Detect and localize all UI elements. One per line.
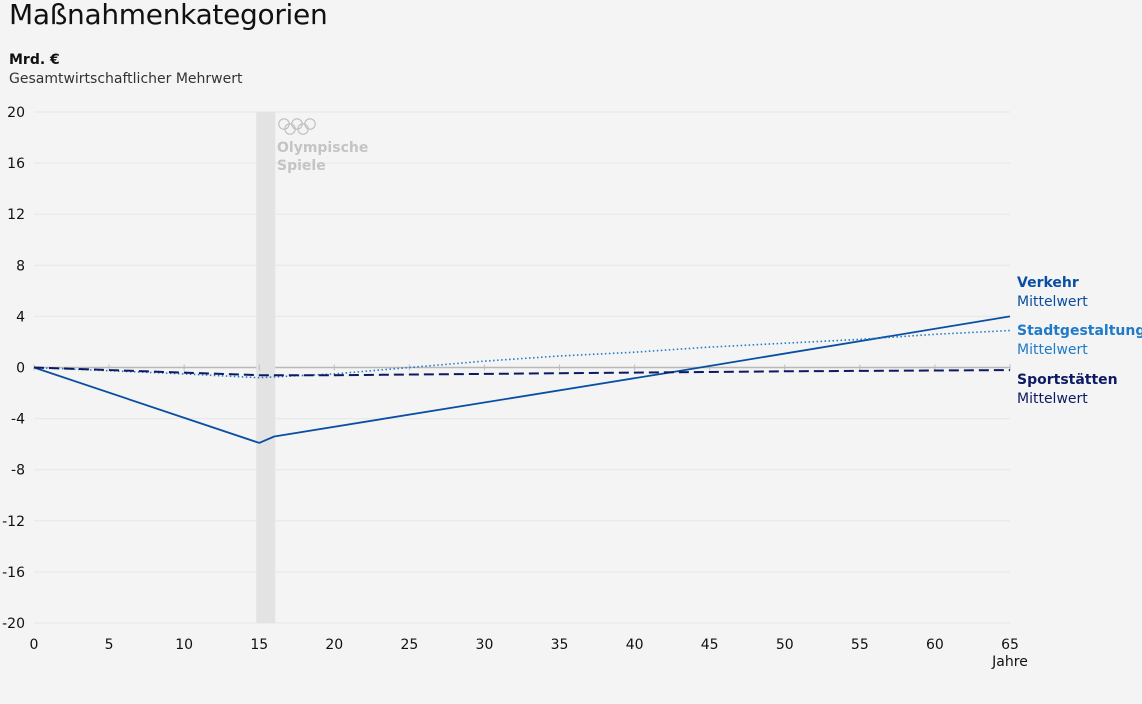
x-tick-label: 25 [400, 637, 418, 653]
series-sublabel: Mittelwert [1017, 342, 1088, 358]
series-line-verkehr [33, 315, 1011, 444]
y-tick-label: -20 [2, 616, 25, 632]
x-tick-label: 10 [175, 637, 193, 653]
x-tick-label: 50 [776, 637, 794, 653]
series-lines [33, 315, 1011, 444]
olympic-label: Spiele [277, 158, 326, 174]
chart-title: Maßnahmenkategorien [9, 0, 328, 31]
y-axis-label: Gesamtwirtschaftlicher Mehrwert [9, 71, 243, 87]
series-sublabel: Mittelwert [1017, 391, 1088, 407]
y-tick-label: -4 [11, 412, 25, 428]
grid [34, 111, 1010, 624]
y-tick-label: 20 [7, 105, 25, 121]
x-tick-label: 15 [250, 637, 268, 653]
series-line-stadtgestaltung [33, 329, 1011, 379]
y-tick-label: 0 [16, 361, 25, 377]
x-tick-label: 20 [325, 637, 343, 653]
x-tick-label: 40 [626, 637, 644, 653]
y-tick-label: -16 [2, 565, 25, 581]
y-tick-label: 8 [16, 258, 25, 274]
series-name-label: Verkehr [1017, 275, 1079, 291]
olympic-band: Olympische Spiele [256, 112, 368, 623]
olympic-band-rect [256, 112, 276, 623]
y-tick-label: -12 [2, 514, 25, 530]
y-axis-unit: Mrd. € [9, 52, 60, 68]
y-tick-label: 12 [7, 207, 25, 223]
x-tick-label: 45 [701, 637, 719, 653]
y-tick-label: 16 [7, 156, 25, 172]
series-name-label: Stadtgestaltung [1017, 323, 1142, 339]
x-tick-label: 55 [851, 637, 869, 653]
x-tick-label: 0 [30, 637, 39, 653]
x-tick-label: 30 [476, 637, 494, 653]
olympic-label: Olympische [277, 140, 368, 156]
x-tick-label: 35 [551, 637, 569, 653]
y-tick-label: -8 [11, 463, 25, 479]
olympic-rings-icon [278, 118, 316, 135]
y-tick-label: 4 [16, 309, 25, 325]
x-tick-label: 60 [926, 637, 944, 653]
x-axis-label: Jahre [991, 654, 1028, 670]
x-tick-label: 5 [105, 637, 114, 653]
x-tick-label: 65 [1001, 637, 1019, 653]
series-labels: Verkehr Mittelwert Stadtgestaltung Mittelwe… [1017, 275, 1142, 407]
series-line-sportstätten [33, 366, 1011, 377]
series-sublabel: Mittelwert [1017, 294, 1088, 310]
series-name-label: Sportstätten [1017, 372, 1118, 388]
